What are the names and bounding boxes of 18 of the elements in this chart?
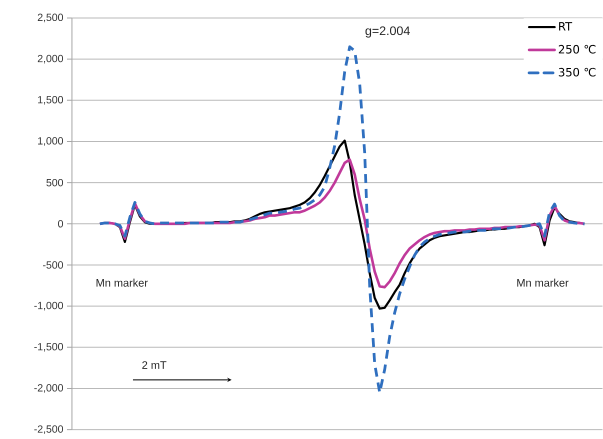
y-tick-label: -500 <box>42 261 64 269</box>
y-tick-label: -1,500 <box>34 343 64 352</box>
annotation: Mn marker <box>96 278 148 287</box>
legend-label: 250 ℃ <box>558 45 596 54</box>
y-tick-label: -2,500 <box>34 426 64 434</box>
y-tick-label: -2,000 <box>34 384 64 393</box>
annotation: Mn marker <box>517 278 569 287</box>
y-tick-label: 2,000 <box>38 55 64 64</box>
legend-label: 350 ℃ <box>558 68 596 77</box>
legend-label: RT <box>559 22 572 31</box>
annotation: g=2.004 <box>365 26 410 38</box>
y-tick-label: 1,500 <box>38 96 64 105</box>
y-tick-label: 2,500 <box>38 14 64 22</box>
y-tick-label: 0 <box>58 220 64 228</box>
annotation: 2 mT <box>142 361 166 370</box>
y-tick-label: -1,000 <box>34 302 64 311</box>
y-tick-label: 1,000 <box>38 137 64 146</box>
y-tick-label: 500 <box>46 179 64 187</box>
